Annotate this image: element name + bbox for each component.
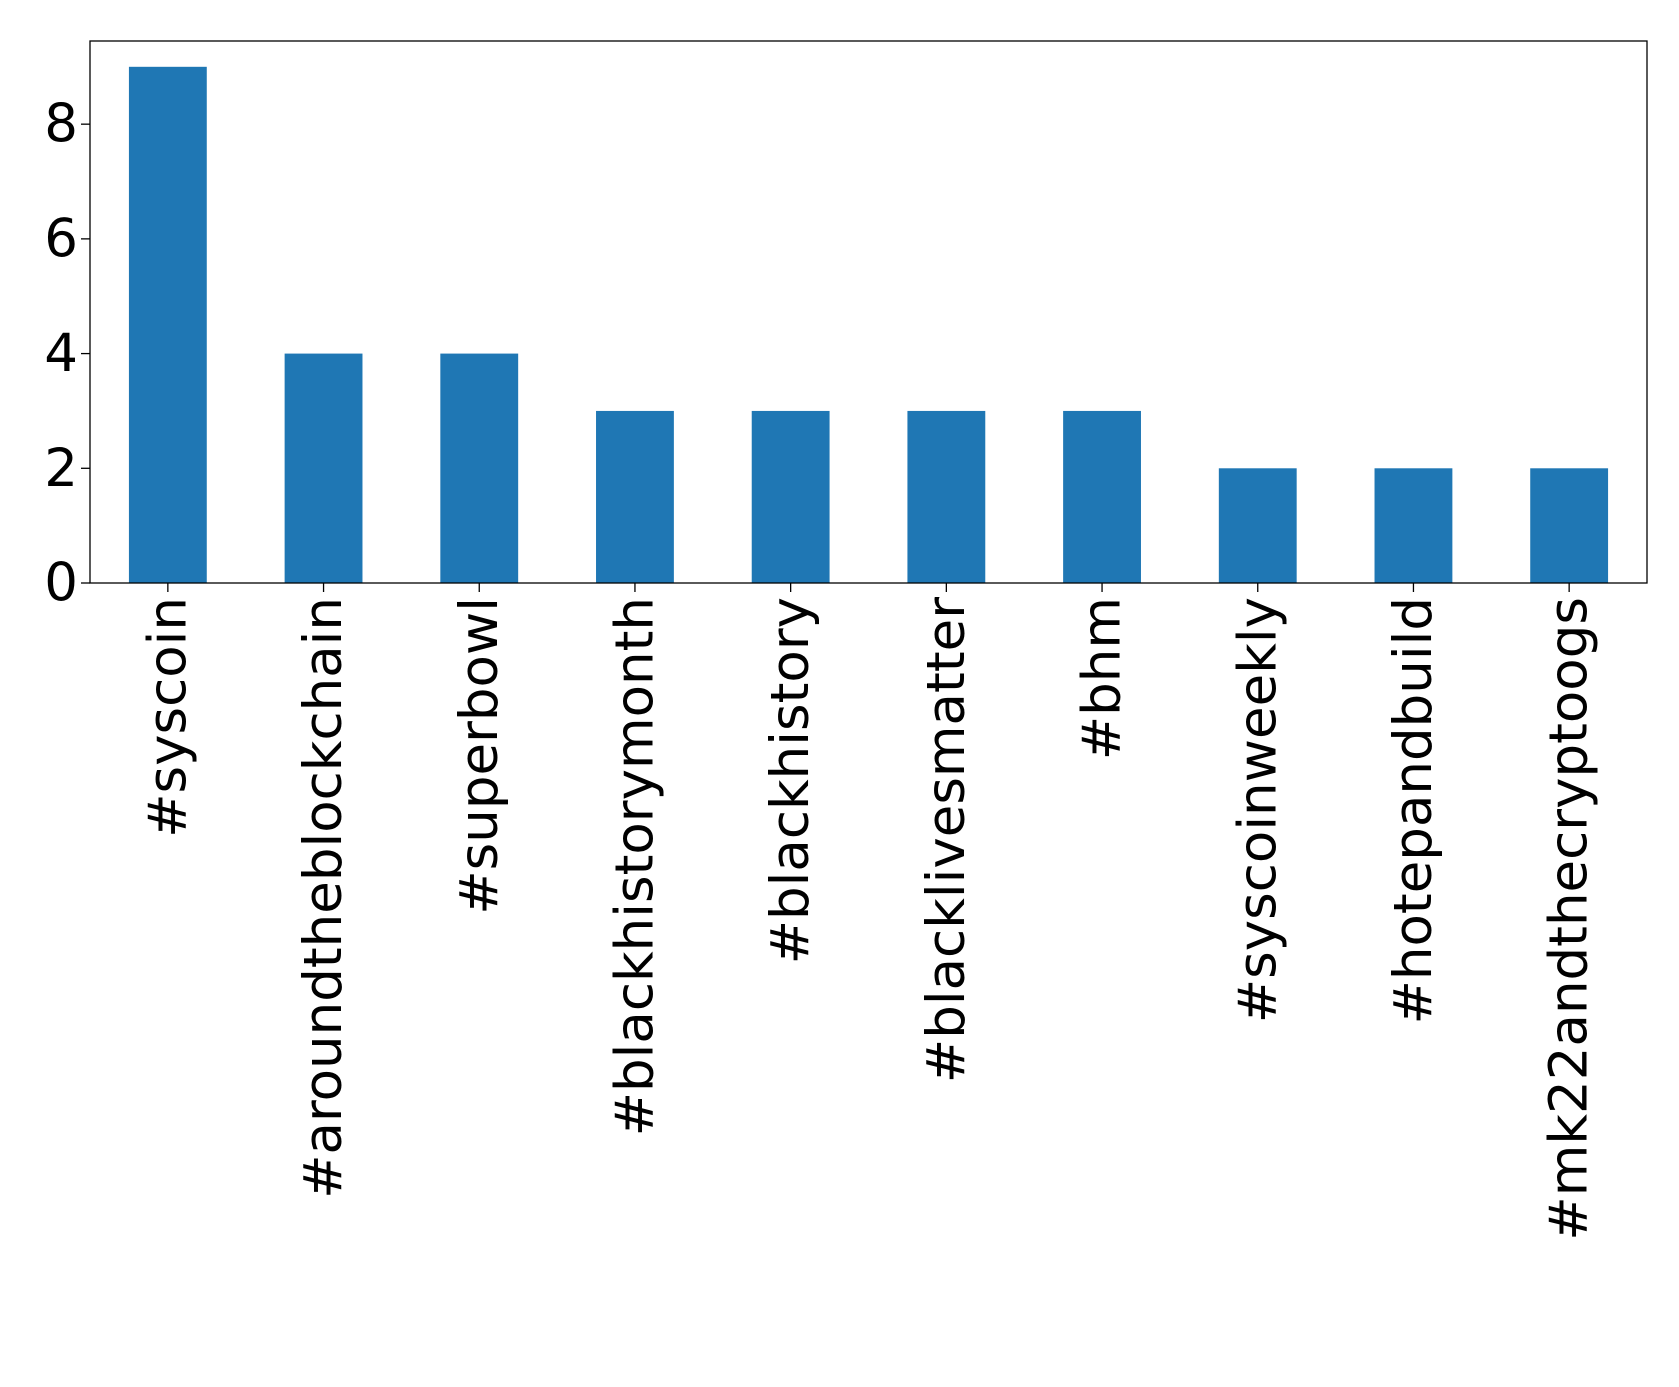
x-tick-label: #blackhistory [760, 597, 821, 964]
x-tick-label: #aroundtheblockchain [293, 597, 354, 1199]
y-axis: 0 2 4 6 8 [44, 94, 90, 614]
bar-syscoinweekly [1218, 468, 1297, 583]
bars-layer [128, 66, 1609, 584]
bar-mk22andthecryptoogs [1530, 468, 1609, 583]
x-tick-label: #bhm [1072, 597, 1133, 760]
y-tick-label: 8 [44, 94, 78, 155]
y-tick-label: 6 [44, 208, 78, 269]
y-tick-label: 4 [44, 323, 78, 384]
x-tick-label: #syscoinweekly [1227, 597, 1288, 1023]
y-tick-label: 2 [44, 438, 78, 499]
bar-blackhistorymonth [596, 410, 674, 583]
plot-frame [89, 40, 1648, 584]
bar-blacklivesmatter [907, 410, 986, 583]
x-tick-label: #syscoin [137, 597, 198, 838]
bar-bhm [1063, 410, 1141, 583]
bar-aroundtheblockchain [284, 353, 363, 583]
bar-syscoin [128, 66, 207, 584]
x-tick-label: #mk22andthecryptoogs [1539, 597, 1600, 1241]
x-tick-label: #superbowl [449, 597, 510, 915]
y-tick-label: 0 [44, 553, 78, 614]
bar-blackhistory [751, 410, 830, 583]
x-axis: #syscoin #aroundtheblockchain #superbowl #b… [137, 583, 1600, 1241]
x-tick-label: #blackhistorymonth [604, 597, 665, 1136]
bar-hotepandbuild [1374, 468, 1453, 583]
x-tick-label: #blacklivesmatter [916, 597, 977, 1083]
bar-superbowl [440, 353, 519, 583]
x-tick-label: #hotepandbuild [1383, 597, 1444, 1025]
